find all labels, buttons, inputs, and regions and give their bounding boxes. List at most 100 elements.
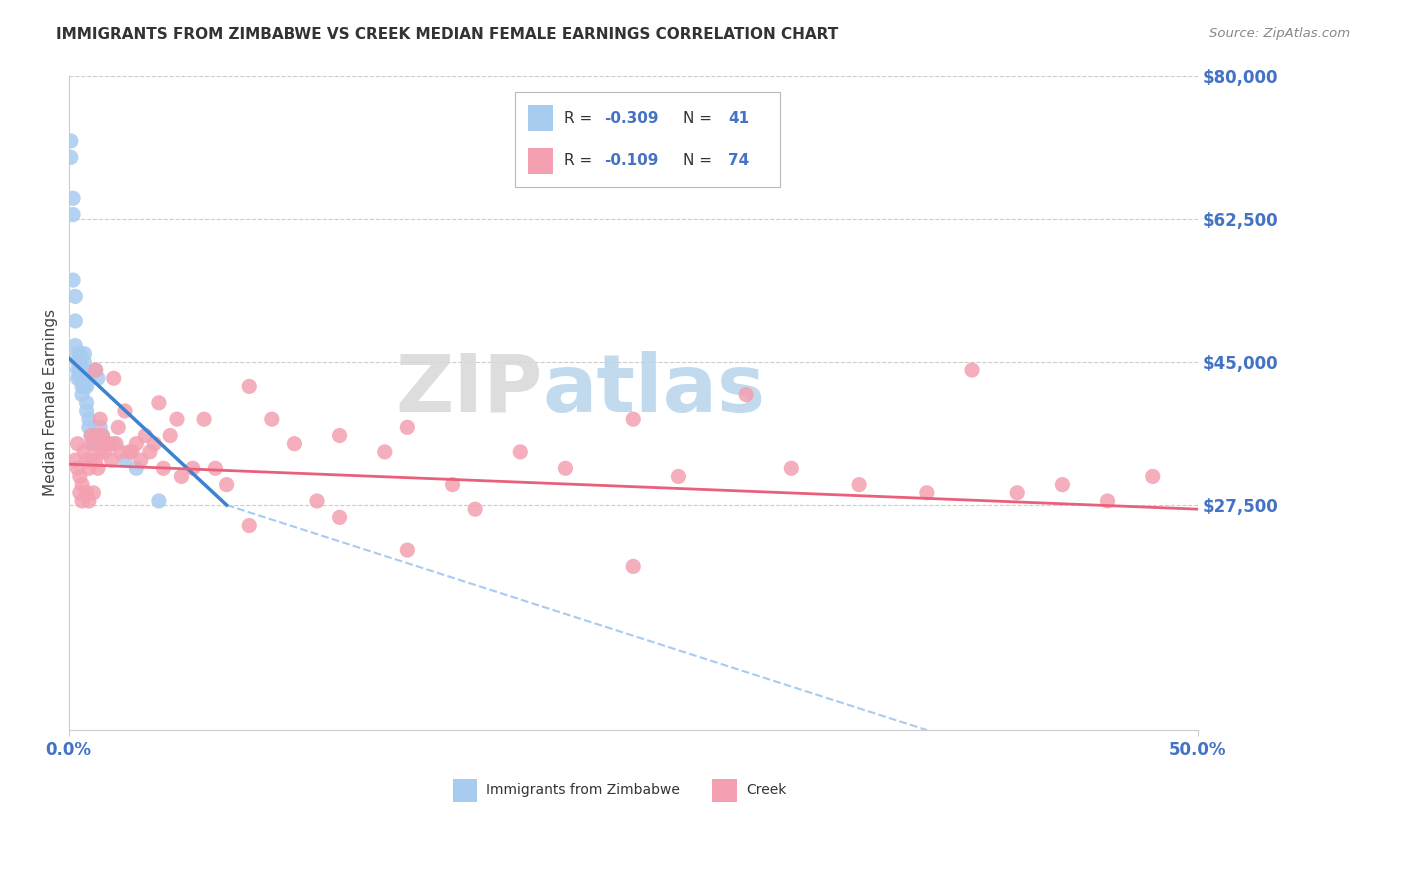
- Point: [125, 461, 148, 475]
- Point: [77, 412, 100, 426]
- Point: [89, 445, 111, 459]
- Point: [73, 379, 96, 393]
- Point: [96, 436, 118, 450]
- Point: [103, 436, 125, 450]
- Point: [80, 428, 103, 442]
- Point: [118, 445, 141, 459]
- Point: [668, 469, 690, 483]
- Point: [193, 412, 215, 426]
- Text: N =: N =: [683, 111, 717, 126]
- Point: [65, 289, 87, 303]
- Point: [69, 347, 91, 361]
- Point: [62, 273, 84, 287]
- Point: [76, 453, 98, 467]
- Point: [1142, 469, 1164, 483]
- Point: [59, 150, 82, 164]
- Point: [1005, 485, 1028, 500]
- Point: [143, 436, 166, 450]
- Text: 74: 74: [728, 153, 749, 168]
- Point: [66, 436, 89, 450]
- Point: [464, 502, 486, 516]
- Point: [65, 338, 87, 352]
- Point: [91, 428, 114, 442]
- Text: 41: 41: [728, 111, 749, 126]
- Text: Immigrants from Zimbabwe: Immigrants from Zimbabwe: [486, 783, 681, 797]
- Point: [77, 461, 100, 475]
- Point: [73, 371, 96, 385]
- Point: [82, 436, 104, 450]
- Point: [77, 494, 100, 508]
- Point: [66, 371, 89, 385]
- Point: [181, 461, 204, 475]
- Point: [260, 412, 283, 426]
- Point: [89, 420, 111, 434]
- Point: [139, 445, 162, 459]
- Point: [91, 428, 114, 442]
- Point: [84, 363, 107, 377]
- Point: [621, 412, 644, 426]
- Point: [80, 453, 103, 467]
- Point: [114, 404, 136, 418]
- Point: [780, 461, 803, 475]
- Point: [735, 387, 758, 401]
- Point: [66, 347, 89, 361]
- Point: [87, 371, 110, 385]
- Point: [554, 461, 576, 475]
- Point: [62, 191, 84, 205]
- Point: [98, 436, 121, 450]
- Point: [238, 379, 260, 393]
- Point: [87, 461, 110, 475]
- Point: [238, 518, 260, 533]
- Text: R =: R =: [564, 111, 598, 126]
- Point: [121, 445, 143, 459]
- Point: [103, 371, 125, 385]
- Point: [65, 453, 87, 467]
- Point: [80, 428, 103, 442]
- Point: [215, 477, 238, 491]
- Point: [305, 494, 328, 508]
- Point: [77, 420, 100, 434]
- Point: [89, 412, 111, 426]
- Point: [82, 485, 104, 500]
- Point: [84, 453, 107, 467]
- Point: [76, 404, 98, 418]
- Point: [915, 485, 938, 500]
- Point: [69, 469, 91, 483]
- Text: Creek: Creek: [747, 783, 786, 797]
- Point: [59, 134, 82, 148]
- Point: [125, 436, 148, 450]
- Text: -0.309: -0.309: [603, 111, 658, 126]
- Point: [107, 420, 129, 434]
- Point: [134, 428, 156, 442]
- Point: [509, 445, 531, 459]
- Point: [62, 208, 84, 222]
- Point: [96, 436, 118, 450]
- Point: [396, 420, 419, 434]
- Point: [93, 445, 115, 459]
- Point: [76, 379, 98, 393]
- Point: [204, 461, 226, 475]
- Bar: [529, 147, 553, 174]
- Y-axis label: Median Female Earnings: Median Female Earnings: [44, 310, 58, 496]
- Point: [441, 477, 464, 491]
- Point: [66, 355, 89, 369]
- Point: [73, 347, 96, 361]
- Point: [70, 494, 93, 508]
- Text: atlas: atlas: [543, 351, 766, 429]
- Point: [76, 396, 98, 410]
- Point: [69, 355, 91, 369]
- Point: [70, 379, 93, 393]
- Point: [396, 543, 419, 558]
- Point: [114, 453, 136, 467]
- Point: [170, 469, 193, 483]
- Point: [1052, 477, 1074, 491]
- Point: [70, 387, 93, 401]
- Point: [329, 510, 352, 524]
- Point: [70, 363, 93, 377]
- Bar: [713, 780, 737, 802]
- Point: [82, 436, 104, 450]
- Bar: [453, 780, 478, 802]
- Point: [283, 436, 305, 450]
- Point: [80, 436, 103, 450]
- Point: [76, 485, 98, 500]
